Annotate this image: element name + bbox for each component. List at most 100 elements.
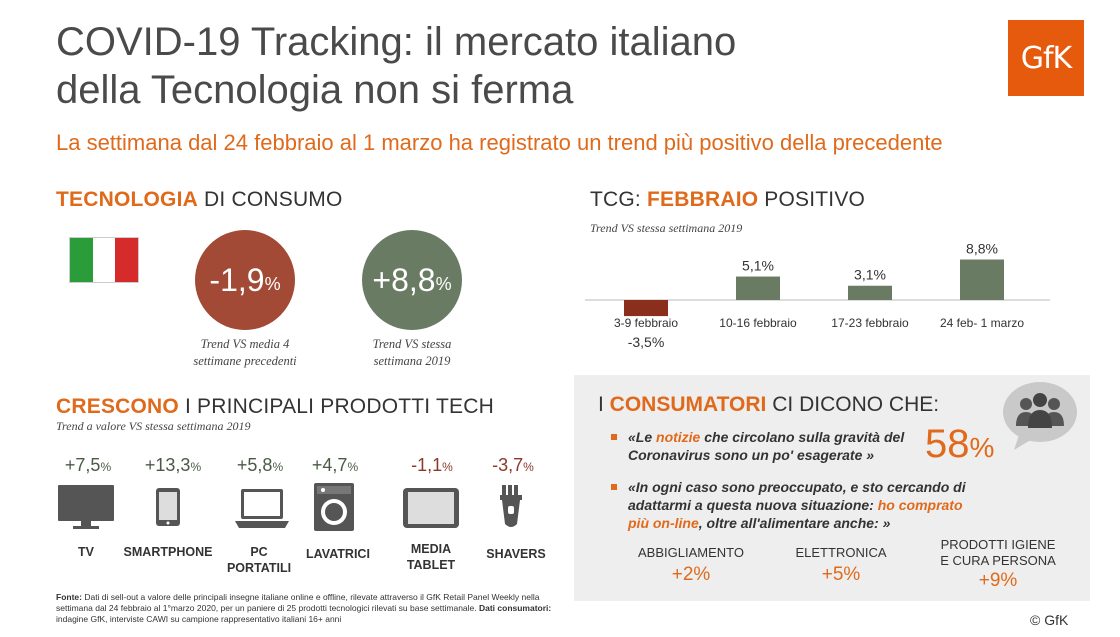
gfk-logo: GfK: [1008, 20, 1084, 96]
bullet1-hl: notizie: [656, 429, 701, 445]
chart-bar: [848, 285, 892, 300]
trend-4-weeks-circle: -1,9%: [195, 230, 295, 330]
shaver-pct: %: [523, 460, 534, 474]
bar-chart: 3-9 febbraio -3,5% 10-16 febbraio 5,1% 17-23…: [585, 241, 1050, 350]
category-value: +2%: [671, 564, 711, 585]
chart-note: Trend VS stessa settimana 2019: [590, 221, 743, 235]
chart-title-prefix: TCG:: [590, 188, 647, 211]
product-label: LAVATRICI: [298, 546, 378, 562]
chart-title: TCG: FEBBRAIO POSITIVO: [590, 188, 865, 212]
washer-value: +4,7: [311, 455, 348, 475]
category-value: +5%: [821, 564, 861, 585]
page-title: COVID-19 Tracking: il mercato italiano d…: [56, 18, 736, 114]
chart-category-label: 10-16 febbraio: [719, 316, 797, 330]
footnote-fonte-label: Fonte:: [56, 592, 82, 602]
chart-value-label: 3,1%: [854, 267, 886, 283]
tv-pct: %: [100, 460, 112, 474]
cat3-label-l1: PRODOTTI IGIENE: [940, 537, 1056, 552]
tablet-icon: [403, 488, 459, 528]
consumatori-heading: I CONSUMATORI CI DICONO CHE:: [598, 393, 939, 417]
product-value: +13,3%: [128, 455, 218, 476]
laptop-value: +5,8: [236, 455, 273, 475]
bullet1-value: 58: [925, 422, 970, 466]
shaver-icon: [500, 485, 522, 527]
product-label: SMARTPHONE: [116, 544, 220, 560]
tv-icon: [58, 485, 114, 529]
cat2-label: ELETTRONICA: [795, 545, 887, 560]
bullet1-a: «Le: [628, 429, 657, 445]
prodotti-heading-hl: CRESCONO: [56, 395, 179, 418]
product-value: -3,7%: [473, 455, 553, 476]
product-value: +5,8%: [220, 455, 300, 476]
consumatori-head-pre: I: [598, 393, 610, 416]
title-rest: : il mercato italiano: [402, 20, 737, 64]
bullet1-l2: Coronavirus sono un po' esagerate »: [628, 447, 875, 463]
bullet2-l3hl: più on-line: [628, 515, 699, 531]
chart-title-hl: FEBBRAIO: [647, 188, 759, 211]
circle2-caption-l1: Trend VS stessa: [372, 337, 452, 351]
footnote: Fonte: Dati di sell-out a valore delle p…: [56, 592, 576, 625]
chart-category-label: 24 feb- 1 marzo: [940, 316, 1024, 330]
footnote-cons-label: Dati consumatori:: [478, 603, 552, 613]
consumo-heading-rest: DI CONSUMO: [198, 188, 343, 211]
people-speech-icon: [1003, 382, 1077, 450]
shaver-value: -3,7: [492, 455, 524, 475]
consumo-heading-hl: TECNOLOGIA: [56, 188, 198, 211]
bullet1-b: che circolano sulla gravità del: [700, 429, 905, 445]
cat1-label: ABBIGLIAMENTO: [638, 545, 744, 560]
chart-bar: [624, 300, 668, 317]
circle2-pct: %: [435, 273, 452, 294]
product-label: MEDIA TABLET: [392, 541, 470, 573]
shaver-label: SHAVERS: [486, 547, 546, 561]
circle1-pct: %: [264, 273, 281, 294]
washing-machine-icon: [314, 483, 354, 531]
chart-category-label: 3-9 febbraio: [614, 316, 678, 330]
circle1-value: -1,9: [209, 261, 265, 298]
product-label: TV: [56, 544, 116, 560]
prodotti-heading: CRESCONO I PRINCIPALI PRODOTTI TECH: [56, 395, 494, 419]
title-line2: della Tecnologia non si ferma: [56, 68, 574, 112]
smartphone-pct: %: [190, 460, 202, 474]
product-value: +4,7%: [295, 455, 375, 476]
laptop-label-l1: PC: [250, 545, 268, 559]
smartphone-value: +13,3: [144, 455, 191, 475]
circle2-value: +8,8: [372, 261, 436, 298]
cat3-label-l2: E CURA PERSONA: [940, 553, 1056, 568]
bullet1-percentage: 58%: [925, 422, 994, 467]
bullet1-pct: %: [969, 432, 995, 463]
laptop-label-l2: PORTATILI: [226, 561, 292, 575]
consumo-heading: TECNOLOGIA DI CONSUMO: [56, 188, 343, 212]
consumatori-head-rest: CI DICONO CHE:: [766, 393, 940, 416]
bullet-1: «Le notizie che circolano sulla gravità …: [628, 428, 904, 464]
copyright: © GfK: [1030, 612, 1069, 628]
tablet-value: -1,1: [411, 455, 443, 475]
bullet2-l2hl: ho comprato: [877, 497, 963, 513]
bullet2-l3b: , oltre all'alimentare anche: »: [698, 515, 891, 531]
smartphone-label: SMARTPHONE: [123, 545, 213, 559]
chart-value-label: 5,1%: [742, 258, 774, 274]
circle1-caption: Trend VS media 4 settimane precedenti: [178, 336, 312, 370]
category-label: ABBIGLIAMENTO: [626, 545, 756, 561]
prodotti-heading-rest: I PRINCIPALI PRODOTTI TECH: [178, 395, 494, 418]
title-bold: COVID-19 Tracking: [56, 20, 403, 64]
chart-value-label: 8,8%: [966, 241, 998, 257]
footnote-fonte-text: Dati di sell-out a valore delle principa…: [56, 592, 540, 613]
bullet-marker: [611, 484, 617, 490]
circle2-caption-l2: settimana 2019: [373, 354, 451, 368]
footnote-cons-text: indagine GfK, interviste CAWI su campion…: [56, 614, 342, 624]
chart-bar: [960, 259, 1004, 300]
tablet-pct: %: [442, 460, 453, 474]
category-label: PRODOTTI IGIENE E CURA PERSONA: [925, 537, 1071, 569]
tv-value: +7,5: [64, 455, 101, 475]
washer-label: LAVATRICI: [306, 547, 370, 561]
chart-category-label: 17-23 febbraio: [831, 316, 909, 330]
laptop-pct: %: [272, 460, 284, 474]
bullet2-l2a: adattarmi a questa nuova situazione:: [628, 497, 878, 513]
smartphone-icon: [156, 488, 180, 526]
bullet-marker: [611, 434, 617, 440]
chart-bar: [736, 276, 780, 300]
washer-pct: %: [347, 460, 359, 474]
circle1-caption-l1: Trend VS media 4: [200, 337, 290, 351]
trend-2019-circle: +8,8%: [362, 230, 462, 330]
tv-label: TV: [78, 545, 94, 559]
